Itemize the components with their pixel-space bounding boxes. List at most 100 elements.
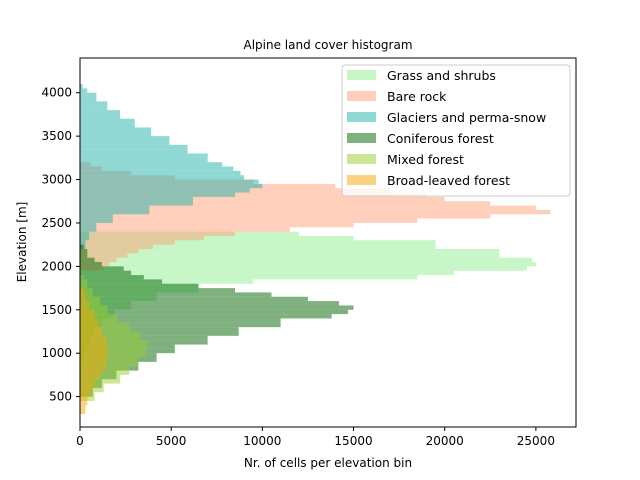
histogram-bar (80, 201, 491, 206)
histogram-bar (80, 322, 130, 328)
histogram-bar (80, 123, 135, 128)
histogram-bar (80, 400, 88, 406)
histogram-bar (80, 379, 121, 384)
series-5 (80, 288, 108, 414)
histogram-bar (80, 162, 223, 167)
histogram-bar (80, 92, 97, 98)
histogram-bar (80, 157, 208, 163)
histogram-bar (80, 179, 259, 184)
histogram-bar (80, 309, 349, 315)
histogram-bar (80, 253, 88, 258)
histogram-bar (80, 335, 106, 341)
histogram-bar (80, 335, 141, 341)
histogram-bar (80, 214, 113, 219)
histogram-bar (80, 205, 150, 210)
histogram-bar (80, 344, 108, 349)
series-2 (80, 84, 263, 250)
histogram-bar (80, 353, 146, 358)
y-tick-label: 3000 (41, 173, 72, 187)
histogram-bar (80, 131, 152, 137)
plot-area (80, 84, 551, 414)
histogram-bar (80, 301, 90, 306)
histogram-bar (80, 175, 245, 180)
y-tick-label: 3500 (41, 129, 72, 143)
histogram-bar (80, 149, 188, 154)
y-tick-label: 2500 (41, 216, 72, 230)
histogram-bar (80, 231, 90, 236)
histogram-bar (80, 227, 97, 232)
histogram-bar (80, 331, 141, 336)
legend: Grass and shrubs Bare rock Glaciers and pe… (341, 64, 571, 197)
y-axis-title: Elevation [m] (15, 202, 29, 283)
histogram-bar (80, 235, 354, 241)
histogram-bar (80, 97, 97, 102)
histogram-bar (80, 392, 91, 397)
x-tick-label: 0 (76, 434, 84, 448)
histogram-bar (80, 305, 90, 310)
histogram-bar (80, 301, 101, 306)
histogram-bar (80, 314, 332, 319)
histogram-bar (80, 314, 95, 319)
histogram-bar (80, 257, 117, 263)
plot-frame (79, 57, 577, 428)
histogram-bar (80, 353, 108, 358)
histogram-bar (80, 249, 88, 254)
histogram-bar (80, 335, 208, 341)
histogram-bar (80, 214, 491, 219)
histogram-bar (80, 88, 88, 93)
histogram-bar (80, 84, 83, 89)
histogram-bar (80, 331, 239, 336)
chart-title: Alpine land cover histogram (243, 38, 412, 52)
histogram-bar (80, 240, 86, 245)
histogram-bar (80, 140, 170, 145)
histogram-bar (80, 327, 239, 332)
histogram-bar (80, 348, 146, 354)
legend-swatch (347, 175, 376, 185)
histogram-bar (80, 257, 533, 263)
histogram-bar (80, 266, 527, 271)
legend-label: Bare rock (387, 89, 447, 104)
histogram-bar (80, 153, 208, 158)
histogram-bar (80, 348, 108, 354)
histogram-bar (80, 244, 84, 250)
histogram-bar (80, 101, 108, 106)
histogram-bar (80, 218, 418, 223)
histogram-bar (80, 270, 132, 276)
histogram-bar (80, 114, 121, 119)
histogram-bar (80, 361, 106, 367)
histogram-bar (80, 292, 272, 297)
legend-label: Glaciers and perma-snow (387, 110, 546, 125)
histogram-bar (80, 288, 93, 293)
histogram-bar (80, 327, 130, 332)
legend-label: Broad-leaved forest (387, 173, 510, 188)
histogram-bar (80, 192, 235, 197)
histogram-bar (80, 196, 445, 202)
histogram-bar (80, 270, 454, 276)
histogram-bar (80, 288, 235, 293)
histogram-bar (80, 218, 113, 223)
legend-box (341, 64, 571, 197)
histogram-bar (80, 340, 106, 345)
histogram-bar (80, 188, 250, 193)
histogram-bar (80, 331, 102, 336)
histogram-bar (80, 318, 99, 323)
histogram-bar (80, 279, 254, 284)
histogram-bar (80, 209, 150, 215)
histogram-bar (80, 262, 536, 267)
histogram-bar (80, 240, 436, 245)
histogram-bar (80, 387, 104, 393)
histogram-bar (80, 322, 281, 328)
y-tick-label: 4000 (41, 86, 72, 100)
histogram-bar (80, 205, 536, 210)
histogram-bar (80, 374, 101, 380)
histogram-bar (80, 222, 354, 228)
histogram-bar (80, 379, 95, 384)
histogram-bar (80, 209, 551, 215)
histogram-bar (80, 118, 135, 124)
histogram-bar (80, 136, 170, 141)
histogram-bar (80, 262, 102, 267)
histogram-bar (80, 235, 90, 241)
histogram-bar (80, 370, 101, 375)
histogram-bar (80, 283, 88, 289)
